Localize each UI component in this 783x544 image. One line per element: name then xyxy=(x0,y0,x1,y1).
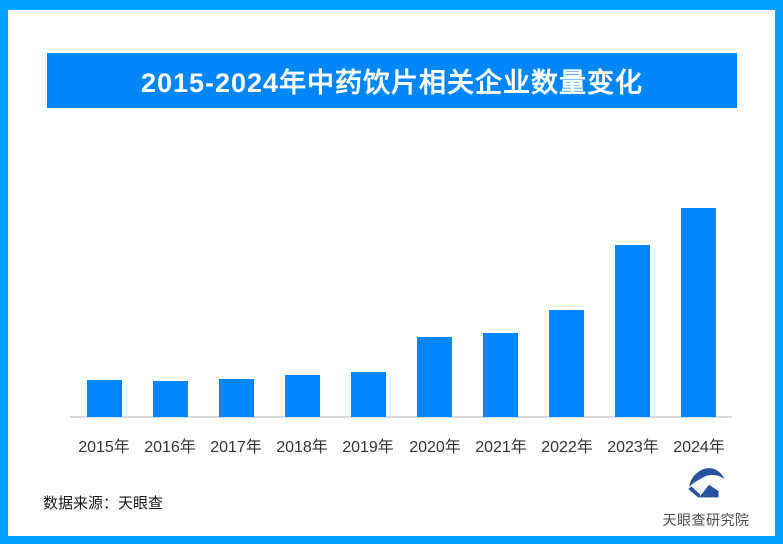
bar-chart: 2015年 2016年 2017年 2018年 2019年 2020年 2021年 2022年… xyxy=(8,10,775,536)
chart-title: 2015-2024年中药饮片相关企业数量变化 xyxy=(140,68,644,98)
axis-label-2020年: 2020年 xyxy=(409,439,461,456)
bar-2023年 xyxy=(615,245,650,417)
axis-label-2016年: 2016年 xyxy=(144,439,196,456)
axis-label-2017年: 2017年 xyxy=(210,439,262,456)
bar-2015年 xyxy=(87,380,122,417)
bar-2020年 xyxy=(417,337,452,417)
axis-label-2022年: 2022年 xyxy=(541,439,593,456)
axis-label-2019年: 2019年 xyxy=(342,439,394,456)
bar-2018年 xyxy=(285,375,320,417)
bar-2024年 xyxy=(681,208,716,417)
axis-label-2018年: 2018年 xyxy=(276,439,328,456)
axis-label-2021年: 2021年 xyxy=(475,439,527,456)
bar-2019年 xyxy=(351,372,386,417)
axis-label-2024年: 2024年 xyxy=(673,439,725,456)
bar-2016年 xyxy=(153,381,188,417)
bar-2022年 xyxy=(549,310,584,417)
axis-label-2023年: 2023年 xyxy=(607,439,659,456)
x-axis-line xyxy=(70,416,732,418)
bar-2017年 xyxy=(219,379,254,417)
tianyancha-logo: 天眼查研究院 xyxy=(656,465,756,530)
logo-text: 天眼查研究院 xyxy=(662,512,750,528)
bar-2021年 xyxy=(483,333,518,417)
data-source-label: 数据来源：天眼查 xyxy=(43,495,164,512)
chart-title-banner: 2015-2024年中药饮片相关企业数量变化 xyxy=(47,53,737,108)
axis-label-2015年: 2015年 xyxy=(78,439,130,456)
tianyancha-eye-icon xyxy=(688,468,725,498)
